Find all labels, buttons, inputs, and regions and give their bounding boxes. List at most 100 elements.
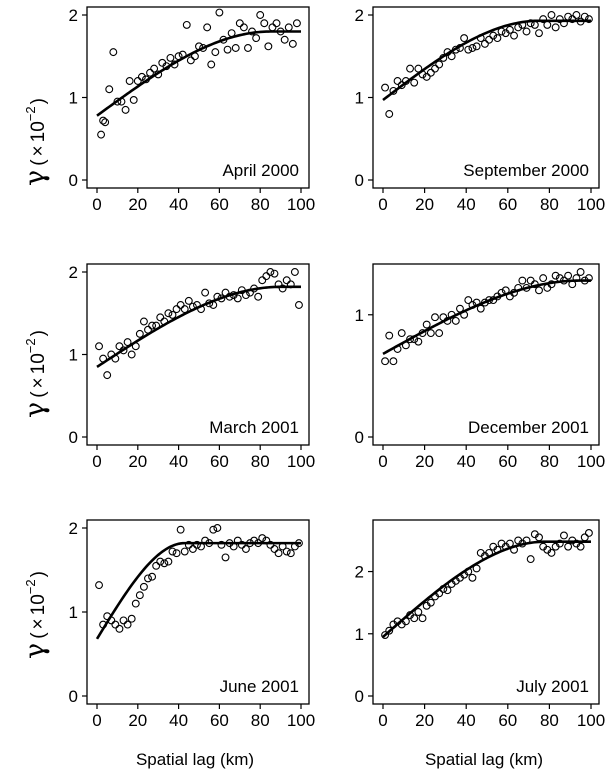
data-point xyxy=(551,23,560,32)
panel-1: 0 20 40 60 80 100 0 1 2 April 2000 xyxy=(69,6,316,214)
data-point xyxy=(468,573,477,582)
data-point xyxy=(193,540,201,549)
y-tick-label: 1 xyxy=(355,89,364,108)
data-point xyxy=(113,97,122,106)
data-point xyxy=(447,52,456,61)
data-point xyxy=(431,64,439,73)
data-point xyxy=(584,15,593,24)
y-tick-label: 1 xyxy=(69,603,78,622)
data-point xyxy=(127,350,136,359)
data-point xyxy=(209,525,218,534)
data-point xyxy=(493,34,502,43)
data-point xyxy=(121,105,130,114)
data-point xyxy=(213,524,222,532)
x-tick-label: 80 xyxy=(251,195,270,214)
data-point xyxy=(164,557,173,566)
data-point xyxy=(203,23,212,32)
data-point xyxy=(119,616,128,625)
data-point xyxy=(485,35,494,44)
data-point xyxy=(564,271,573,280)
data-point xyxy=(211,48,220,57)
data-point xyxy=(180,547,189,556)
data-point xyxy=(426,329,435,338)
panel-5: 0 20 40 60 80 100 0 1 2 June 2001 xyxy=(69,519,316,730)
data-point xyxy=(252,34,261,43)
data-point xyxy=(385,110,394,118)
data-point xyxy=(109,48,118,57)
data-point xyxy=(543,20,552,29)
x-tick-label: 0 xyxy=(378,711,387,730)
data-point xyxy=(580,533,589,542)
plot-frame xyxy=(372,263,600,446)
x-tick-label: 40 xyxy=(169,195,188,214)
y-axis-label-row-2: γ(×10−2) xyxy=(20,330,51,418)
data-point xyxy=(270,545,279,553)
data-point xyxy=(160,559,169,568)
data-point xyxy=(505,25,514,34)
data-point xyxy=(282,547,291,556)
data-point xyxy=(144,574,152,583)
data-point xyxy=(254,292,263,301)
x-tick-label: 100 xyxy=(577,452,605,471)
panel-6: 0 20 40 60 80 100 0 1 2 July 2001 xyxy=(355,519,605,730)
x-tick-label: 0 xyxy=(92,711,101,730)
y-tick-label: 2 xyxy=(69,263,78,282)
data-point xyxy=(543,283,552,292)
x-tick-label: 100 xyxy=(577,711,605,730)
data-point xyxy=(451,316,460,325)
data-point xyxy=(278,284,287,293)
data-point xyxy=(435,329,444,338)
x-axis-title-right: Spatial lag (km) xyxy=(425,750,543,769)
data-point xyxy=(217,540,226,549)
data-point xyxy=(258,276,267,285)
panel-4: 0 20 40 60 80 100 0 1 December 2001 xyxy=(355,263,605,471)
panel-3: 0 20 40 60 80 100 0 1 2 March 2001 xyxy=(69,263,316,471)
data-point xyxy=(422,72,431,81)
data-point xyxy=(526,276,535,285)
x-tick-label: 80 xyxy=(540,452,559,471)
data-point xyxy=(268,23,277,32)
panel-title: July 2001 xyxy=(516,677,589,696)
data-point xyxy=(127,614,136,623)
data-point xyxy=(156,313,165,322)
data-point xyxy=(123,620,132,629)
x-tick-label: 40 xyxy=(457,195,476,214)
data-point xyxy=(292,19,301,28)
data-point xyxy=(231,44,240,52)
data-point xyxy=(282,276,291,285)
x-tick-label: 100 xyxy=(287,711,315,730)
data-point xyxy=(101,118,110,127)
x-tick-label: 100 xyxy=(287,452,315,471)
panel-title: September 2000 xyxy=(463,161,589,180)
data-point xyxy=(568,15,577,24)
data-point xyxy=(176,525,185,534)
data-point xyxy=(95,581,103,590)
data-point xyxy=(135,591,144,600)
data-point xyxy=(539,15,548,24)
data-point xyxy=(547,11,556,19)
data-point xyxy=(464,296,473,305)
data-point xyxy=(385,331,394,340)
data-point xyxy=(133,77,142,85)
data-point xyxy=(460,34,469,43)
data-point xyxy=(239,23,248,32)
data-point xyxy=(435,60,444,69)
x-tick-label: 80 xyxy=(540,195,559,214)
x-tick-label: 20 xyxy=(128,711,147,730)
x-tick-label: 60 xyxy=(498,711,517,730)
data-point xyxy=(115,342,124,351)
data-point xyxy=(241,545,250,553)
x-tick-label: 40 xyxy=(169,711,188,730)
data-point xyxy=(135,329,144,338)
data-point xyxy=(131,599,140,608)
x-tick-label: 40 xyxy=(457,452,476,471)
data-point xyxy=(105,85,114,94)
y-tick-label: 0 xyxy=(355,171,364,190)
y-tick-label: 0 xyxy=(69,428,78,447)
data-point xyxy=(260,19,269,28)
data-point xyxy=(148,321,157,330)
data-point xyxy=(418,614,427,623)
data-point xyxy=(95,342,103,351)
svg-text:γ(×10−2): γ(×10−2) xyxy=(20,571,51,659)
x-tick-label: 60 xyxy=(210,711,229,730)
